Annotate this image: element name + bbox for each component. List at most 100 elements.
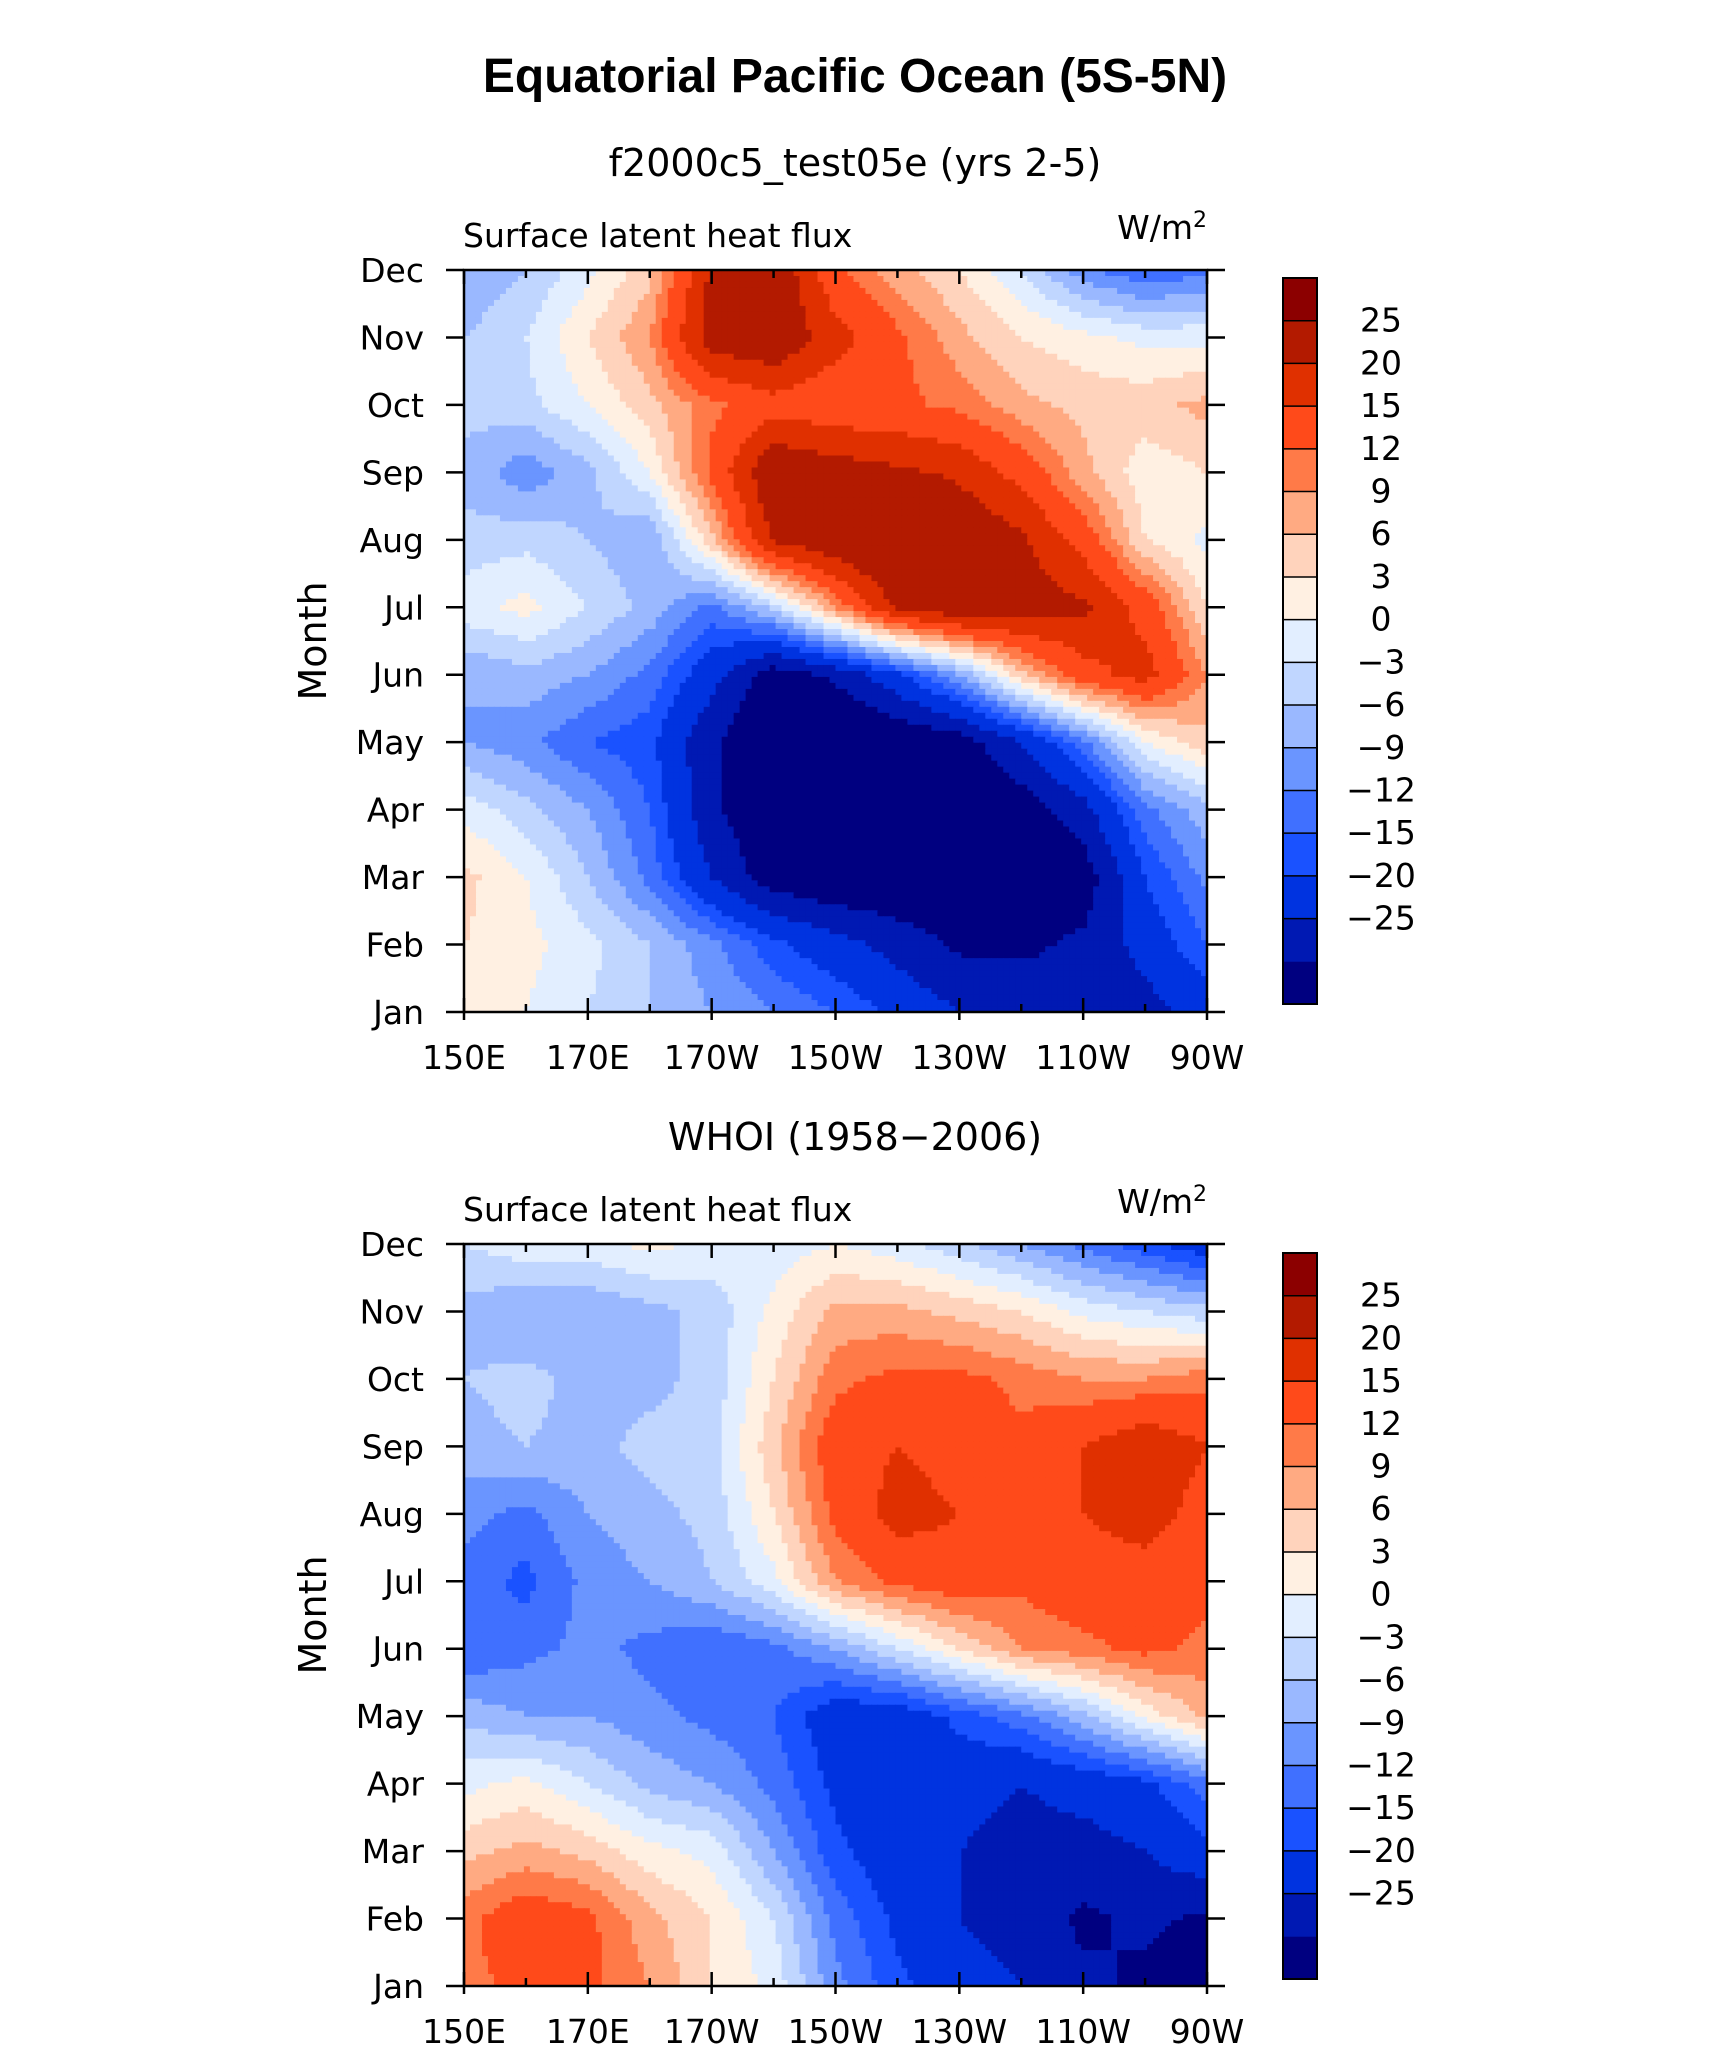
contour-cell <box>895 414 902 421</box>
contour-cell <box>841 450 848 457</box>
contour-cell <box>1171 473 1178 480</box>
contour-cell <box>482 408 489 415</box>
contour-cell <box>853 503 860 510</box>
contour-cell <box>824 450 831 457</box>
contour-cell <box>704 330 711 337</box>
contour-cell <box>488 282 495 289</box>
contour-cell <box>871 396 878 403</box>
contour-cell <box>524 432 531 439</box>
contour-cell <box>818 473 825 480</box>
contour-cell <box>1135 324 1142 331</box>
contour-cell <box>949 336 956 343</box>
contour-cell <box>590 336 597 343</box>
contour-cell <box>788 312 795 319</box>
contour-cell <box>853 282 860 289</box>
contour-cell <box>985 485 992 492</box>
contour-cell <box>740 402 747 409</box>
contour-cell <box>955 414 962 421</box>
contour-cell <box>895 450 902 457</box>
contour-cell <box>650 324 657 331</box>
contour-cell <box>1183 294 1190 301</box>
contour-cell <box>476 485 483 492</box>
contour-cell <box>985 402 992 409</box>
contour-cell <box>656 318 663 325</box>
contour-cell <box>871 336 878 343</box>
contour-cell <box>1159 402 1166 409</box>
contour-cell <box>512 461 519 468</box>
contour-cell <box>482 509 489 516</box>
contour-cell <box>602 276 609 283</box>
contour-cell <box>1075 372 1082 379</box>
contour-cell <box>620 479 627 486</box>
contour-cell <box>506 354 513 361</box>
contour-cell <box>638 408 645 415</box>
contour-cell <box>1117 444 1124 451</box>
contour-cell <box>1033 312 1040 319</box>
contour-cell <box>931 473 938 480</box>
contour-cell <box>560 491 567 498</box>
contour-cell <box>1057 336 1064 343</box>
contour-cell <box>1015 444 1022 451</box>
contour-cell <box>943 318 950 325</box>
contour-cell <box>554 479 561 486</box>
contour-cell <box>925 324 932 331</box>
contour-cell <box>1183 444 1190 451</box>
contour-cell <box>542 294 549 301</box>
contour-cell <box>728 312 735 319</box>
contour-cell <box>590 479 597 486</box>
contour-cell <box>1093 444 1100 451</box>
contour-cell <box>794 354 801 361</box>
contour-cell <box>847 420 854 427</box>
contour-cell <box>871 318 878 325</box>
contour-cell <box>1147 497 1154 504</box>
contour-cell <box>596 372 603 379</box>
contour-cell <box>973 473 980 480</box>
contour-cell <box>967 324 974 331</box>
contour-cell <box>1135 456 1142 463</box>
contour-cell <box>608 354 615 361</box>
contour-cell <box>638 438 645 445</box>
contour-cell <box>1021 390 1028 397</box>
contour-cell <box>614 390 621 397</box>
contour-cell <box>979 372 986 379</box>
contour-cell <box>512 473 519 480</box>
contour-cell <box>602 312 609 319</box>
contour-cell <box>1195 330 1202 337</box>
contour-cell <box>512 467 519 474</box>
contour-cell <box>991 432 998 439</box>
contour-cell <box>1057 366 1064 373</box>
contour-cell <box>674 330 681 337</box>
contour-cell <box>830 467 837 474</box>
contour-cell <box>853 276 860 283</box>
contour-cell <box>1039 354 1046 361</box>
contour-cell <box>524 384 531 391</box>
contour-cell <box>913 485 920 492</box>
contour-cell <box>608 432 615 439</box>
contour-cell <box>859 378 866 385</box>
contour-cell <box>542 300 549 307</box>
contour-cell <box>841 438 848 445</box>
contour-cell <box>889 485 896 492</box>
contour-cell <box>638 402 645 409</box>
contour-cell <box>692 306 699 313</box>
contour-cell <box>859 420 866 427</box>
contour-cell <box>806 378 813 385</box>
contour-cell <box>961 420 968 427</box>
contour-cell <box>871 300 878 307</box>
contour-cell <box>889 276 896 283</box>
contour-cell <box>1123 396 1130 403</box>
contour-cell <box>973 426 980 433</box>
contour-cell <box>1123 390 1130 397</box>
contour-cell <box>1099 444 1106 451</box>
contour-cell <box>560 378 567 385</box>
contour-cell <box>1147 485 1154 492</box>
contour-cell <box>1147 503 1154 510</box>
contour-cell <box>608 479 615 486</box>
contour-cell <box>1033 485 1040 492</box>
contour-cell <box>500 288 507 295</box>
contour-cell <box>728 276 735 283</box>
contour-cell <box>1189 432 1196 439</box>
contour-cell <box>548 438 555 445</box>
contour-cell <box>1015 330 1022 337</box>
contour-cell <box>913 306 920 313</box>
